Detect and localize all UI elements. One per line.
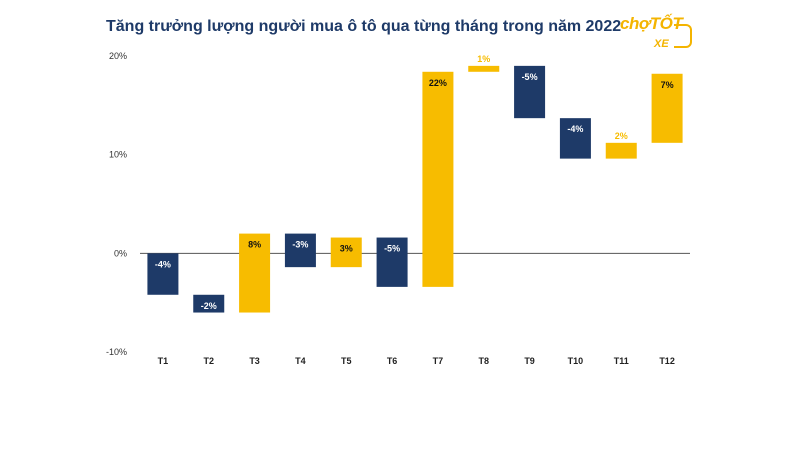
bar-T6 xyxy=(376,237,408,287)
x-tick-label: T7 xyxy=(433,356,444,366)
bar-T1 xyxy=(147,253,179,295)
data-label: 1% xyxy=(477,54,490,64)
logo-main-text: chợTỐT xyxy=(620,14,683,33)
x-tick-label: T4 xyxy=(295,356,306,366)
data-label: -5% xyxy=(522,72,538,82)
bar-T8 xyxy=(468,65,500,72)
x-tick-label: T8 xyxy=(478,356,489,366)
logo-frame-shape xyxy=(674,24,692,48)
data-label: -2% xyxy=(201,301,217,311)
bar-T9 xyxy=(514,65,546,119)
data-label: -4% xyxy=(567,124,583,134)
data-label: -3% xyxy=(292,240,308,250)
x-tick-label: T10 xyxy=(568,356,584,366)
bar-T11 xyxy=(605,142,637,159)
y-tick-label: 10% xyxy=(109,150,127,160)
bar-T2 xyxy=(193,294,225,313)
data-label: 2% xyxy=(615,131,628,141)
bar-T7 xyxy=(422,71,454,287)
x-tick-label: T3 xyxy=(249,356,260,366)
x-tick-label: T11 xyxy=(614,356,629,366)
y-tick-label: 0% xyxy=(114,248,127,258)
x-tick-label: T12 xyxy=(659,356,675,366)
x-tick-label: T1 xyxy=(158,356,169,366)
data-label: 22% xyxy=(429,78,447,88)
bar-T5 xyxy=(330,237,362,268)
cho-tot-xe-logo: chợTỐT XE xyxy=(614,12,694,60)
logo-sub-text: XE xyxy=(654,38,669,50)
data-label: 7% xyxy=(661,80,674,90)
x-tick-label: T2 xyxy=(203,356,214,366)
bar-T4 xyxy=(284,233,316,268)
x-tick-label: T9 xyxy=(524,356,535,366)
x-tick-label: T5 xyxy=(341,356,352,366)
bar-T3 xyxy=(239,233,271,313)
chart-title: Tăng trưởng lượng người mua ô tô qua từn… xyxy=(106,18,622,35)
x-tick-label: T6 xyxy=(387,356,398,366)
data-label: 8% xyxy=(248,240,261,250)
bar-T12 xyxy=(651,73,683,143)
y-tick-label: 20% xyxy=(109,51,127,61)
y-tick-label: -10% xyxy=(106,347,127,357)
data-label: -5% xyxy=(384,244,400,254)
data-label: -4% xyxy=(155,259,171,269)
data-label: 3% xyxy=(340,244,353,254)
bar-T10 xyxy=(559,118,591,159)
